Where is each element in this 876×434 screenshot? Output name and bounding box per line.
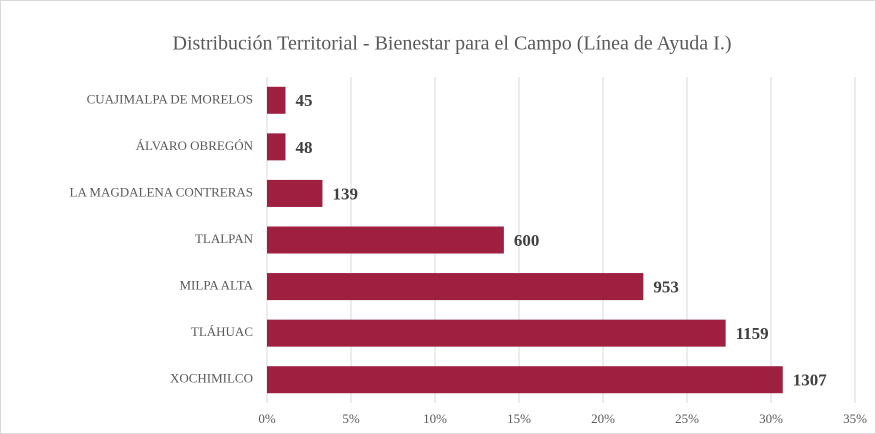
x-tick-label: 0% xyxy=(258,411,276,426)
bar xyxy=(267,273,644,301)
y-tick-label: MILPA ALTA xyxy=(180,278,254,293)
y-tick-label: ÁLVARO OBREGÓN xyxy=(136,138,254,153)
y-tick-label: TLALPAN xyxy=(195,231,254,246)
y-tick-label: CUAJIMALPA DE MORELOS xyxy=(87,91,253,106)
bar xyxy=(267,366,783,394)
count-label: 953 xyxy=(653,277,679,296)
bar xyxy=(267,319,726,347)
count-label: 139 xyxy=(332,184,358,203)
x-tick-label: 30% xyxy=(759,411,783,426)
y-tick-label: TLÁHUAC xyxy=(191,324,253,339)
count-label: 1307 xyxy=(793,371,828,390)
x-tick-label: 20% xyxy=(591,411,615,426)
x-tick-label: 35% xyxy=(843,411,867,426)
bar xyxy=(267,133,286,161)
x-tick-label: 5% xyxy=(342,411,360,426)
chart-title: Distribución Territorial - Bienestar par… xyxy=(173,33,732,55)
count-label: 45 xyxy=(295,91,312,110)
bar xyxy=(267,226,504,254)
y-tick-label: XOCHIMILCO xyxy=(170,371,253,386)
bar xyxy=(267,86,286,114)
count-label: 48 xyxy=(295,138,312,157)
bar xyxy=(267,179,323,207)
count-label: 600 xyxy=(514,231,540,250)
y-tick-label: LA MAGDALENA CONTRERAS xyxy=(70,184,253,199)
x-tick-label: 15% xyxy=(507,411,531,426)
count-label: 1159 xyxy=(736,324,769,343)
x-tick-label: 25% xyxy=(675,411,699,426)
x-tick-label: 10% xyxy=(423,411,447,426)
